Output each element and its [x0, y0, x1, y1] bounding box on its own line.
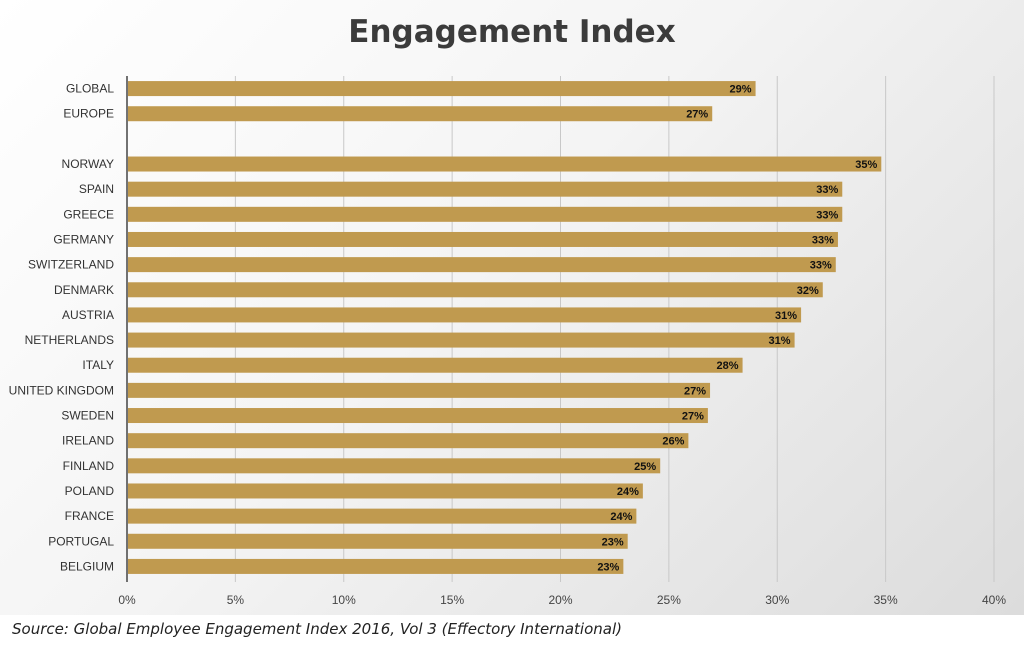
category-label: SWEDEN — [61, 409, 114, 423]
data-label: 23% — [597, 561, 619, 573]
category-label: NETHERLANDS — [25, 333, 114, 347]
x-tick-label: 35% — [874, 593, 898, 607]
bar — [128, 433, 689, 449]
category-label: DENMARK — [54, 283, 114, 297]
data-label: 32% — [797, 285, 819, 297]
bar-chart: 0% 5% 10% 15% 20% 25% 30% 35% 40% GLOBAL 29% EUROPE… — [9, 76, 1006, 607]
category-label: PORTUGAL — [48, 534, 114, 548]
data-label: 33% — [812, 234, 834, 246]
bar — [128, 558, 624, 574]
data-label: 27% — [686, 109, 708, 121]
data-label: 25% — [634, 461, 656, 473]
data-label: 27% — [684, 385, 706, 397]
category-label: GLOBAL — [66, 82, 114, 96]
chart-area: Engagement Index 0% 5% 10% 15% 20% 25% 30% 35% 4… — [0, 0, 1024, 615]
x-tick-label: 30% — [765, 593, 789, 607]
category-label: GREECE — [63, 207, 114, 221]
x-tick-label: 20% — [548, 593, 572, 607]
data-label: 28% — [717, 360, 739, 372]
bar — [128, 181, 843, 197]
bar — [128, 282, 823, 298]
data-label: 33% — [816, 209, 838, 221]
category-label: AUSTRIA — [62, 308, 114, 322]
source-note: Source: Global Employee Engagement Index… — [12, 620, 622, 638]
bar — [128, 382, 711, 398]
bar — [128, 408, 708, 424]
bar — [128, 533, 628, 549]
bar — [128, 332, 795, 348]
data-label: 31% — [769, 335, 791, 347]
category-label: IRELAND — [62, 434, 114, 448]
bar — [128, 307, 802, 323]
category-label: EUROPE — [63, 107, 114, 121]
category-label: FRANCE — [65, 509, 114, 523]
chart-title: Engagement Index — [348, 14, 676, 50]
category-label: SPAIN — [79, 182, 114, 196]
category-label: ITALY — [82, 358, 114, 372]
x-tick-label: 0% — [118, 593, 136, 607]
data-label: 27% — [682, 411, 704, 423]
data-label: 33% — [816, 184, 838, 196]
bar — [128, 106, 713, 122]
data-label: 33% — [810, 260, 832, 272]
category-label: GERMANY — [53, 232, 114, 246]
bar — [128, 257, 836, 273]
bar — [128, 458, 661, 474]
category-label: UNITED KINGDOM — [9, 383, 114, 397]
category-label: POLAND — [65, 484, 115, 498]
bar — [128, 508, 637, 524]
x-tick-label: 5% — [227, 593, 245, 607]
bar — [128, 357, 743, 373]
x-tick-label: 25% — [657, 593, 681, 607]
data-label: 26% — [662, 436, 684, 448]
data-label: 29% — [730, 84, 752, 96]
x-tick-label: 40% — [982, 593, 1006, 607]
x-tick-label: 10% — [332, 593, 356, 607]
x-tick-label: 15% — [440, 593, 464, 607]
bar — [128, 231, 838, 247]
category-label: FINLAND — [63, 459, 115, 473]
category-label: BELGIUM — [60, 559, 114, 573]
bar — [128, 206, 843, 222]
bar — [128, 81, 756, 97]
bar — [128, 483, 643, 499]
data-label: 24% — [610, 511, 632, 523]
bar — [128, 156, 882, 172]
data-label: 24% — [617, 486, 639, 498]
data-label: 23% — [602, 536, 624, 548]
category-label: SWITZERLAND — [28, 258, 114, 272]
category-label: NORWAY — [62, 157, 114, 171]
data-label: 35% — [855, 159, 877, 171]
data-label: 31% — [775, 310, 797, 322]
